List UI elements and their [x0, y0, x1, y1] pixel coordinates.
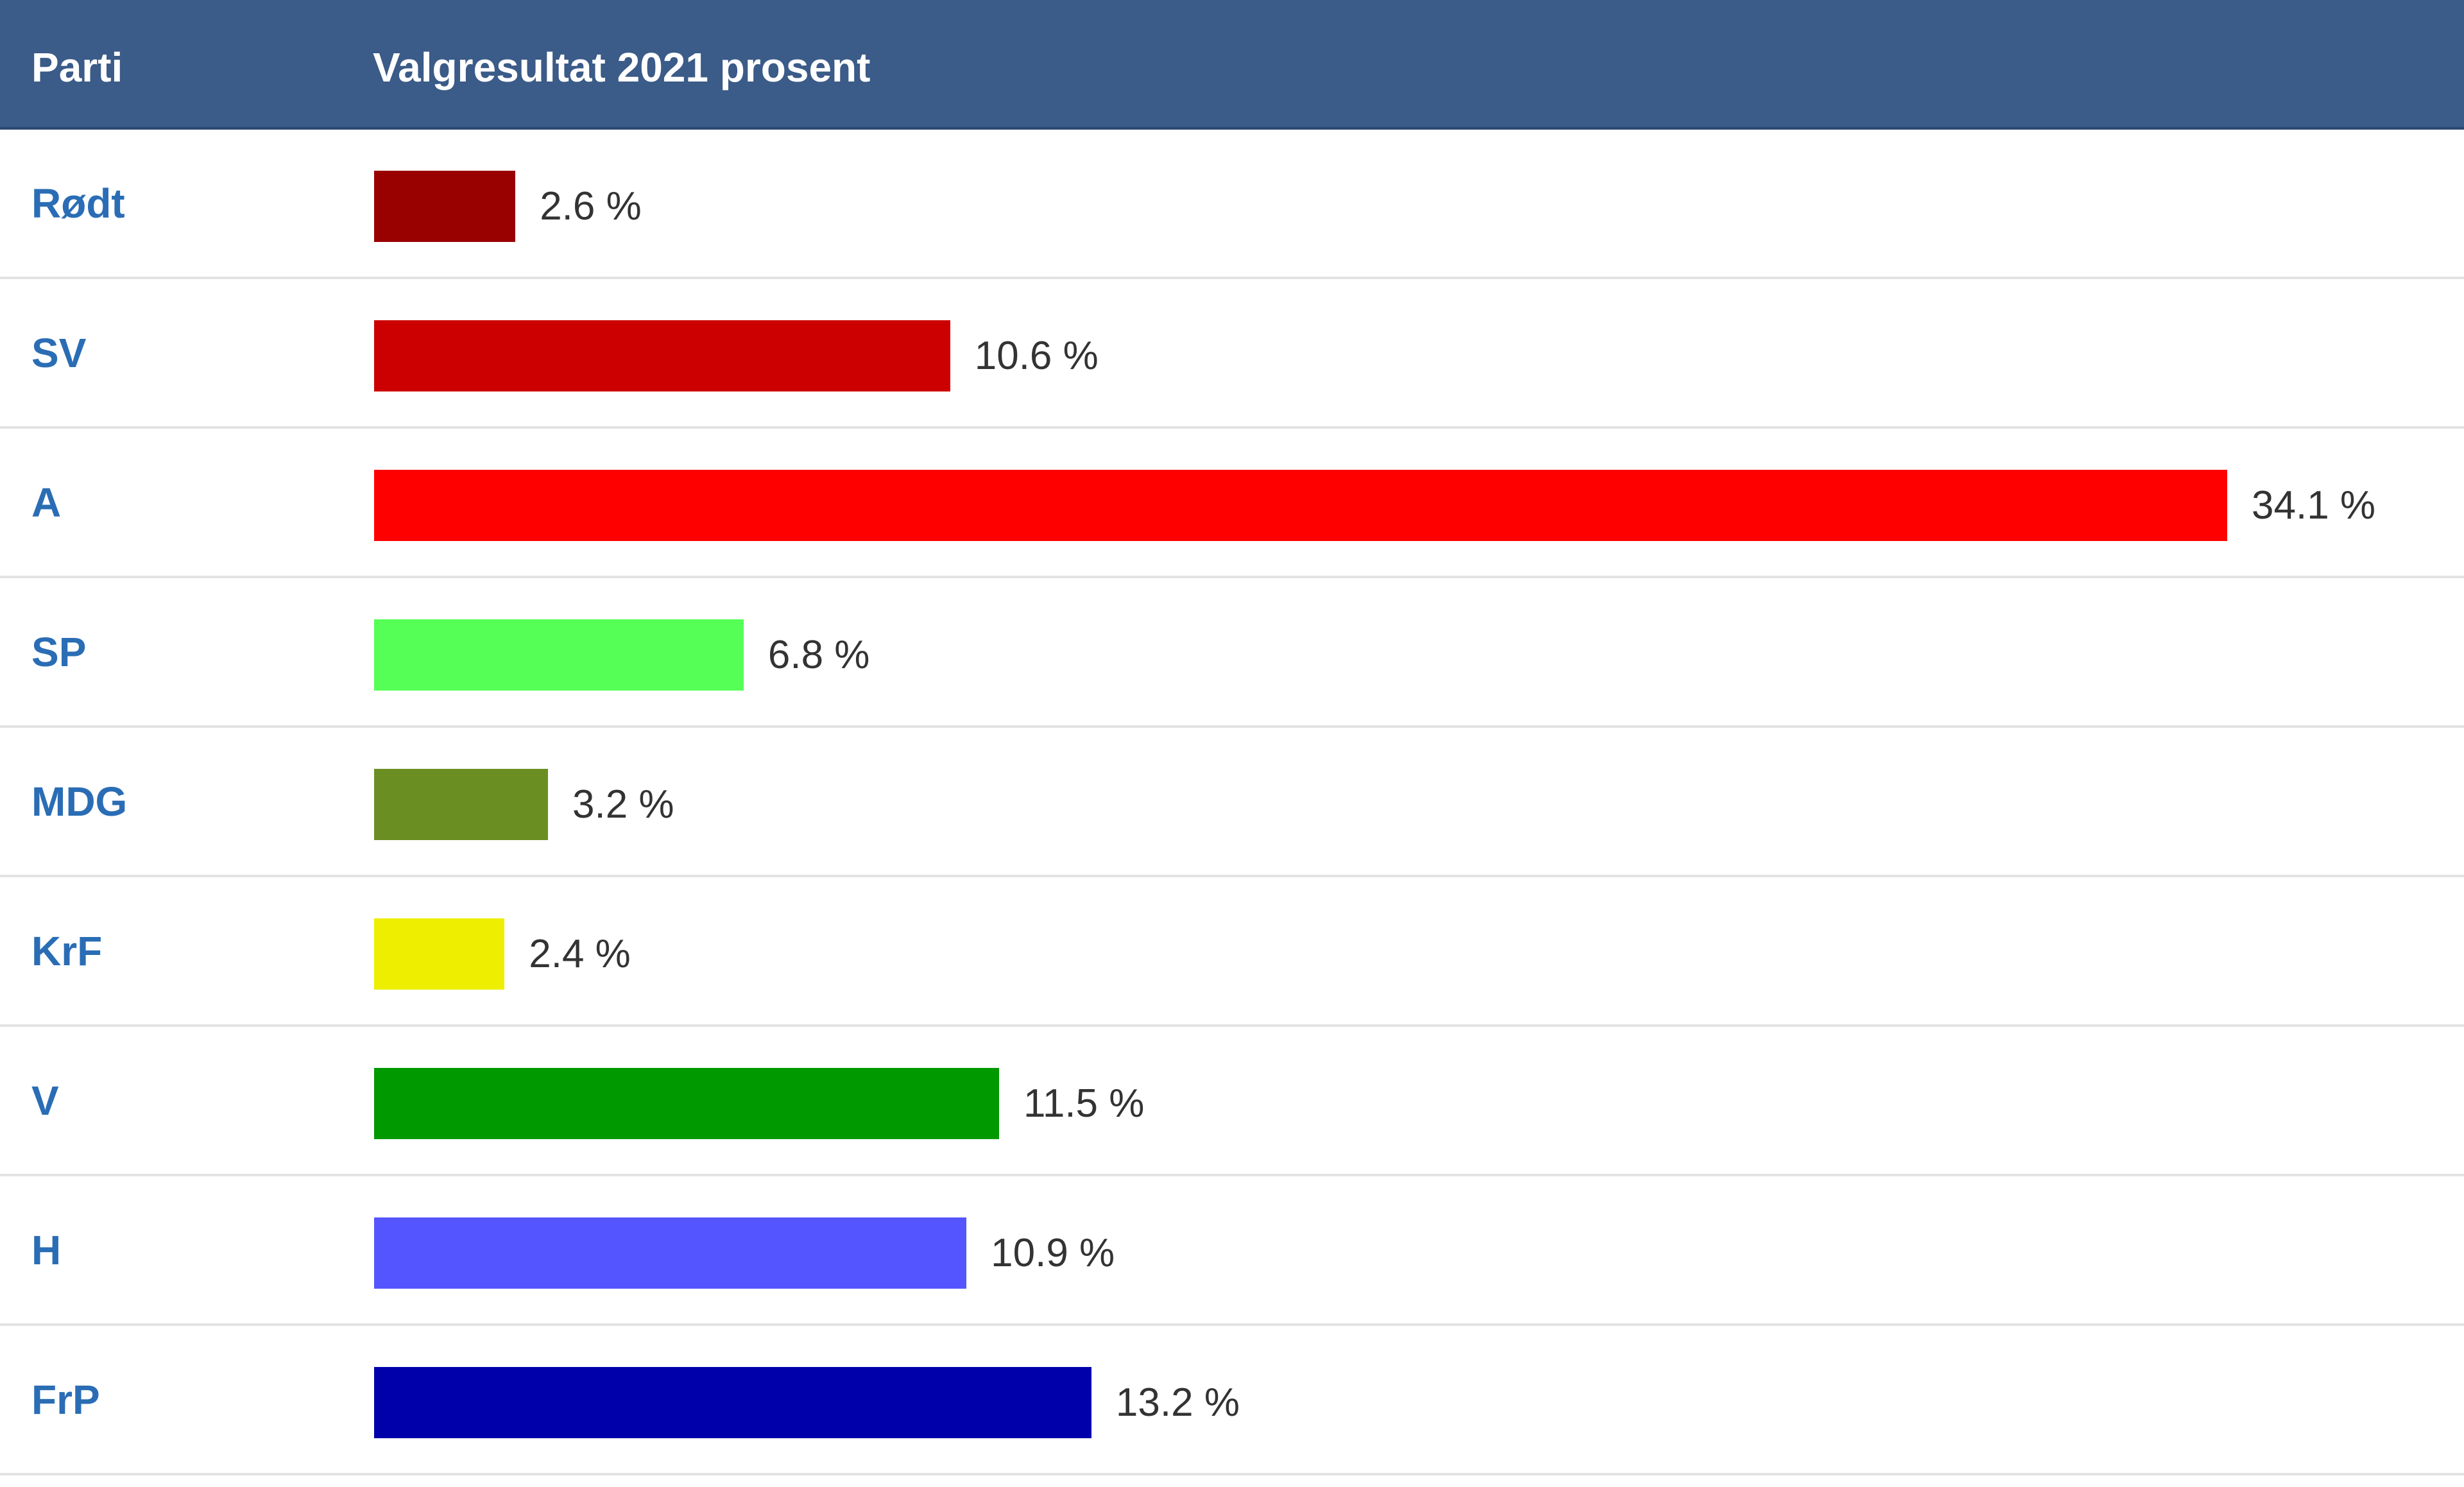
result-value-label: 10.9 % — [991, 1231, 1115, 1275]
result-bar — [374, 1068, 999, 1139]
result-bar — [374, 171, 516, 242]
table-row: H 10.9 % — [0, 1176, 2464, 1326]
table-row: KrF 2.4 % — [0, 877, 2464, 1027]
party-name[interactable]: FrP — [31, 1377, 100, 1423]
result-value-label: 2.4 % — [529, 932, 631, 976]
result-value-label: 6.8 % — [767, 633, 870, 677]
result-value-label: 11.5 % — [1023, 1081, 1145, 1126]
result-value-label: 34.1 % — [2252, 483, 2376, 528]
result-bar — [374, 918, 505, 990]
table-row: FrP 13.2 % — [0, 1326, 2464, 1475]
table-row: SP 6.8 % — [0, 578, 2464, 728]
table-row: V 11.5 % — [0, 1027, 2464, 1176]
table-row: Rødt 2.6 % — [0, 130, 2464, 279]
table-header: Parti Valgresultat 2021 prosent — [0, 0, 2464, 130]
party-name[interactable]: Rødt — [31, 180, 125, 227]
party-name[interactable]: SV — [31, 330, 87, 376]
table-row: SV 10.6 % — [0, 279, 2464, 429]
party-name[interactable]: KrF — [31, 928, 103, 974]
result-bar — [374, 619, 744, 691]
party-name[interactable]: SP — [31, 629, 87, 675]
result-bar — [374, 1217, 967, 1289]
table-row: A 34.1 % — [0, 429, 2464, 578]
result-value-label: 3.2 % — [572, 782, 674, 827]
result-bar — [374, 1367, 1091, 1438]
result-bar — [374, 769, 548, 840]
result-value-label: 13.2 % — [1115, 1380, 1240, 1425]
result-bar — [374, 470, 2227, 541]
party-name[interactable]: V — [31, 1078, 59, 1124]
result-value-label: 2.6 % — [540, 184, 642, 228]
result-bar — [374, 320, 950, 391]
party-column-header: Parti — [31, 44, 123, 90]
table-row: MDG 3.2 % — [0, 728, 2464, 877]
result-value-label: 10.6 % — [974, 334, 1099, 378]
party-name[interactable]: A — [31, 479, 62, 526]
result-column-header: Valgresultat 2021 prosent — [373, 44, 871, 90]
party-name[interactable]: MDG — [31, 778, 128, 825]
party-name[interactable]: H — [31, 1227, 62, 1273]
